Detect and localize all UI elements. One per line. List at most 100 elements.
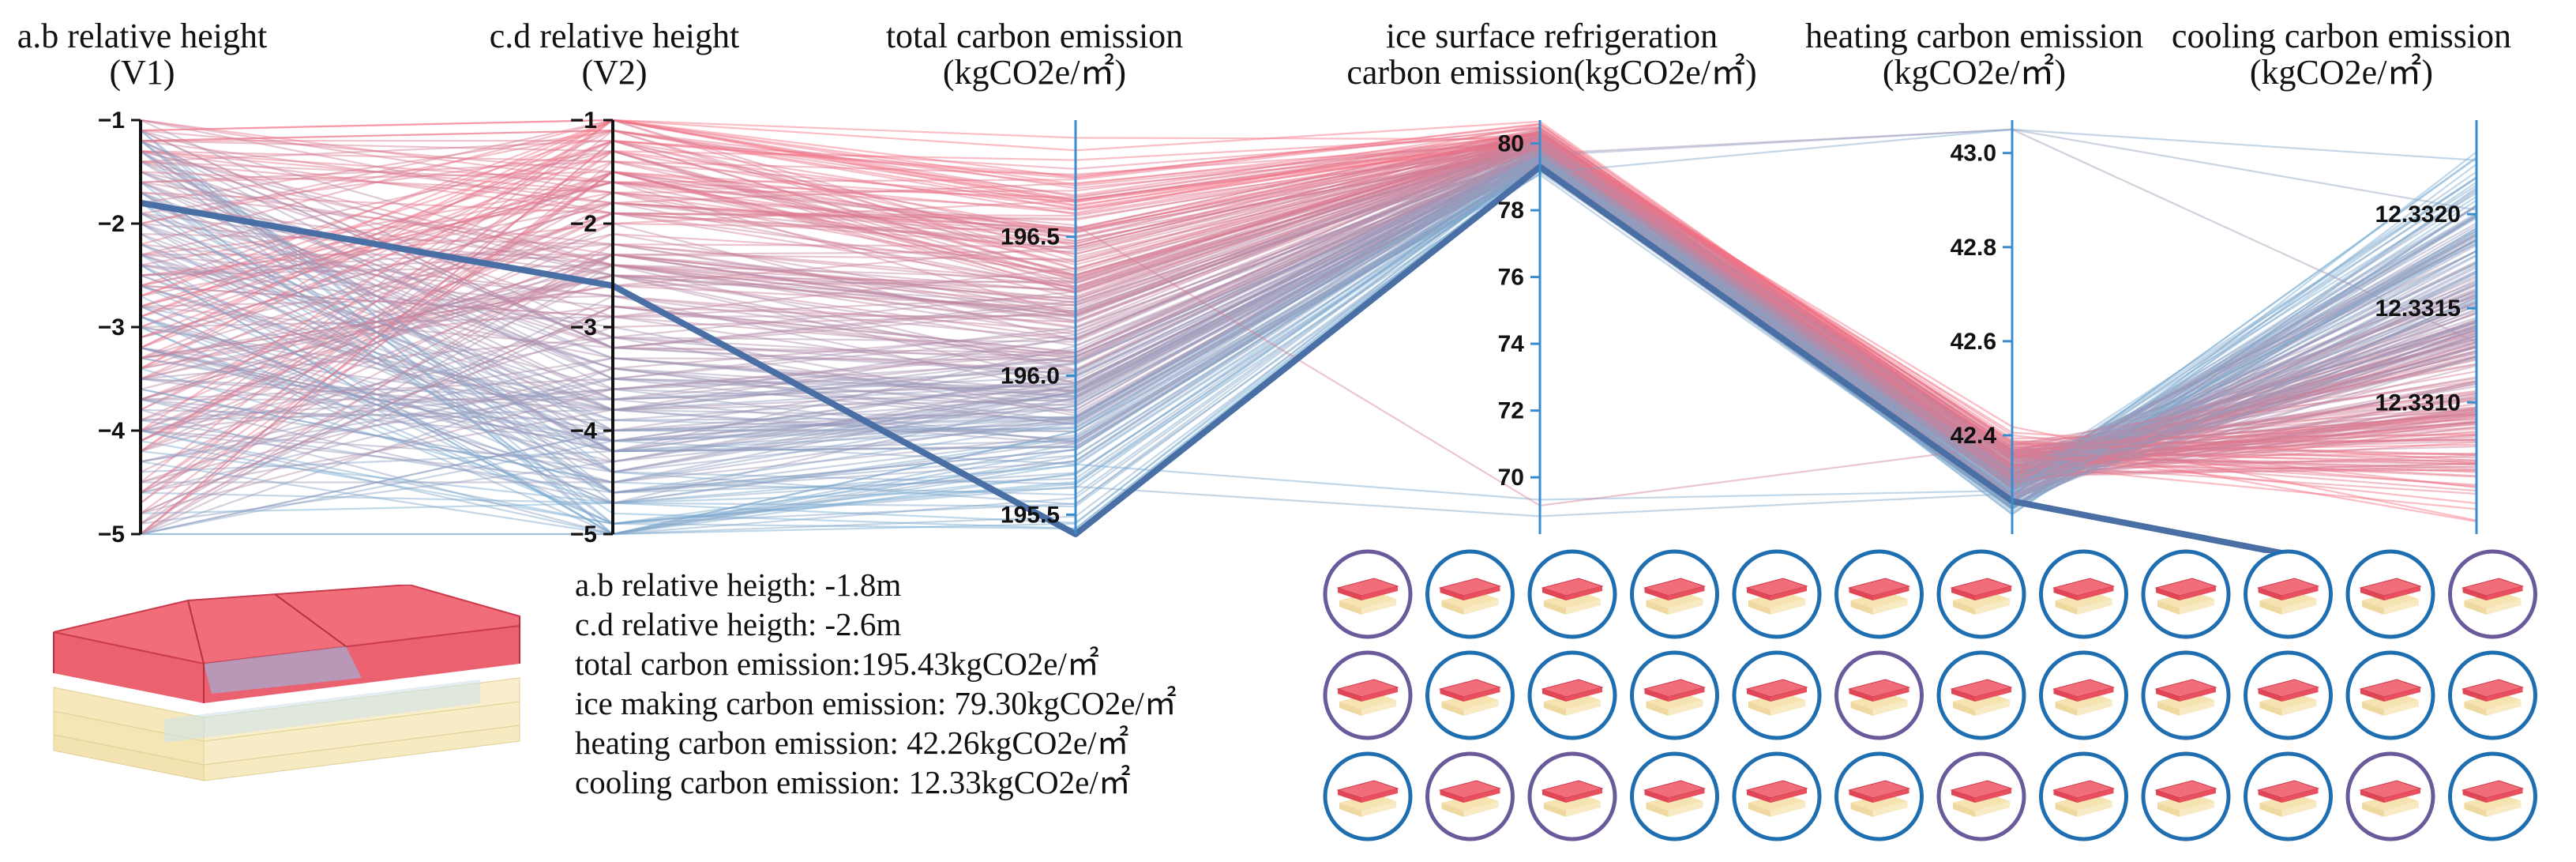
solution-polyline — [140, 129, 2477, 476]
solution-thumbnail[interactable] — [1323, 549, 1413, 639]
solution-polyline — [140, 152, 2477, 476]
solution-polyline — [140, 160, 2477, 469]
solution-thumbnail[interactable] — [2448, 751, 2537, 841]
thumbnail-roof-side — [2053, 588, 2078, 600]
solution-polyline — [140, 132, 2477, 471]
solution-thumbnail[interactable] — [1630, 650, 1719, 740]
solution-thumbnail[interactable] — [1732, 549, 1822, 639]
solution-thumbnail[interactable] — [1630, 549, 1719, 639]
thumbnail-base — [2259, 692, 2317, 710]
thumbnail-base — [1748, 591, 1805, 608]
solution-thumbnail[interactable] — [2244, 751, 2333, 841]
solution-thumbnail[interactable] — [2244, 549, 2333, 639]
thumbnail-roof-side — [1951, 689, 1975, 702]
solution-polyline — [140, 150, 2477, 536]
thumbnail-roof-side — [2360, 588, 2384, 600]
solution-polyline — [140, 152, 2477, 496]
thumbnail-roof-front — [1566, 586, 1602, 600]
solution-thumbnail[interactable] — [2141, 751, 2231, 841]
highlighted-solution-line — [140, 164, 2299, 553]
solution-polyline — [140, 129, 2477, 440]
thumbnail-base-front — [2281, 700, 2317, 716]
solution-thumbnail[interactable] — [1527, 549, 1617, 639]
thumbnail-base-front — [1361, 599, 1396, 615]
thumbnail-roof-side — [1747, 689, 1771, 702]
solution-polyline — [140, 145, 2477, 455]
solution-polyline — [140, 143, 2477, 456]
thumbnail-roof-side — [2360, 790, 2384, 803]
solution-thumbnail[interactable] — [2345, 751, 2435, 841]
solution-polyline — [140, 138, 2477, 460]
solution-thumbnail[interactable] — [1834, 751, 1924, 841]
solution-polyline — [140, 130, 2477, 536]
solution-thumbnail[interactable] — [1936, 549, 2026, 639]
solution-polyline — [140, 156, 2477, 525]
thumbnail-base-front — [1975, 599, 2010, 615]
thumbnail-roof-front — [2077, 789, 2114, 803]
thumbnail-roof-front — [1668, 687, 1705, 702]
solution-polyline — [140, 140, 2477, 506]
solution-thumbnail[interactable] — [1527, 650, 1617, 740]
solution-polyline — [140, 150, 2477, 484]
solution-polyline — [140, 146, 2477, 499]
solution-thumbnail[interactable] — [1630, 751, 1719, 841]
solution-thumbnail[interactable] — [2345, 650, 2435, 740]
solution-thumbnail[interactable] — [1834, 549, 1924, 639]
solution-thumbnail[interactable] — [2448, 549, 2537, 639]
axis-title-cd: (V2) — [581, 53, 647, 92]
solution-thumbnail[interactable] — [1732, 650, 1822, 740]
thumbnail-roof-front — [1771, 586, 1807, 600]
solution-polyline — [140, 130, 2477, 510]
solution-thumbnail[interactable] — [2448, 650, 2537, 740]
solution-polyline — [140, 159, 2477, 498]
solution-polyline — [140, 136, 2477, 504]
thumbnail-roof-side — [1849, 790, 1873, 803]
solution-polyline — [140, 130, 2477, 456]
solution-thumbnail[interactable] — [2244, 650, 2333, 740]
solution-thumbnail-grid — [1323, 549, 2537, 841]
solution-thumbnail[interactable] — [2039, 751, 2128, 841]
solution-polyline — [140, 139, 2477, 454]
thumbnail-base-side — [1544, 702, 1566, 716]
solution-polyline — [140, 154, 2477, 467]
solution-polyline — [140, 123, 2477, 469]
solution-polyline — [140, 139, 2477, 460]
thumbnail-roof-side — [1542, 790, 1566, 803]
solution-polyline — [140, 119, 2477, 478]
solution-polyline — [140, 136, 2477, 459]
solution-thumbnail[interactable] — [1732, 751, 1822, 841]
solution-polyline — [140, 144, 2477, 485]
solution-thumbnail[interactable] — [1323, 751, 1413, 841]
solution-polyline — [140, 130, 2477, 480]
solution-polyline — [140, 156, 2477, 495]
solution-thumbnail[interactable] — [2141, 549, 2231, 639]
solution-thumbnail[interactable] — [1936, 751, 2026, 841]
solution-thumbnail[interactable] — [1936, 650, 2026, 740]
solution-polyline — [140, 158, 2477, 481]
tick-label-cool: 12.3315 — [2375, 295, 2461, 322]
thumbnail-base-front — [2384, 801, 2419, 817]
thumbnail-base-side — [2259, 600, 2282, 615]
solution-polyline — [140, 145, 2477, 480]
solution-thumbnail[interactable] — [2345, 549, 2435, 639]
solution-polyline — [140, 160, 2477, 499]
solution-thumbnail[interactable] — [2039, 549, 2128, 639]
solution-thumbnail[interactable] — [1323, 650, 1413, 740]
solution-polyline — [140, 150, 2477, 484]
selected-solution-summary: a.b relative heigth: -1.8m c.d relative … — [575, 565, 1333, 802]
solution-thumbnail[interactable] — [1425, 751, 1515, 841]
thumbnail-roof-side — [2053, 790, 2078, 803]
thumbnail-base — [2259, 591, 2317, 608]
solution-thumbnail[interactable] — [2039, 650, 2128, 740]
solution-thumbnail[interactable] — [1527, 751, 1617, 841]
solution-thumbnail[interactable] — [2141, 650, 2231, 740]
solution-thumbnail[interactable] — [1834, 650, 1924, 740]
thumbnail-base — [1748, 692, 1805, 710]
thumbnail-base-front — [1771, 599, 1805, 615]
solution-polyline — [140, 163, 2477, 504]
solution-thumbnail[interactable] — [1425, 549, 1515, 639]
summary-cooling-emission: cooling carbon emission: 12.33kgCO2e/㎡ — [575, 764, 1131, 800]
thumbnail-base-front — [1668, 801, 1703, 817]
thumbnail-base-front — [2180, 700, 2214, 716]
solution-thumbnail[interactable] — [1425, 650, 1515, 740]
